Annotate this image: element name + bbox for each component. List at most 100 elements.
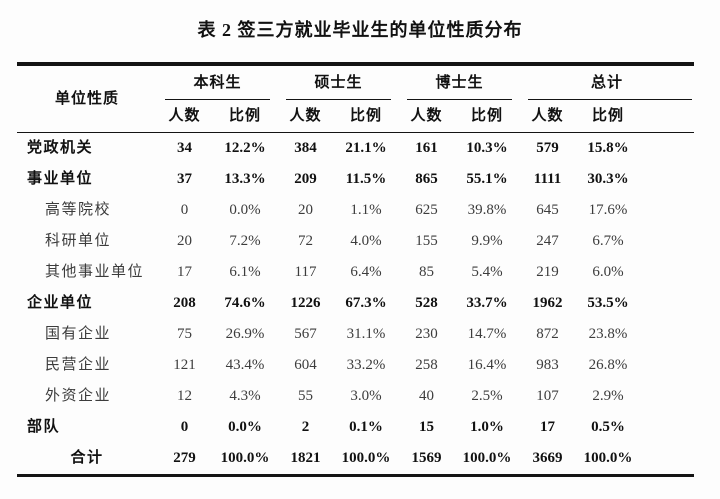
group-header-row: 单位性质 本科生 硕士生 博士生 总计 (17, 64, 694, 133)
cell: 100.0% (341, 450, 391, 467)
col-header: 比例 (575, 100, 642, 133)
row-label: 外资企业 (45, 388, 112, 405)
cell: 567 (294, 326, 317, 343)
cell: 0 (180, 419, 189, 436)
cell: 7.2% (229, 233, 261, 250)
row-label: 高等院校 (45, 202, 112, 219)
table-title: 表 2 签三方就业毕业生的单位性质分布 (197, 20, 523, 40)
cell: 20 (298, 202, 314, 219)
cell: 100.0% (220, 450, 270, 467)
cell: 872 (536, 326, 559, 343)
table-row: 其他事业单位 17 6.1% 117 6.4% 85 5.4% 219 6.0% (17, 257, 694, 288)
cell: 6.0% (592, 264, 624, 281)
col-header: 人数 (520, 100, 576, 133)
cell: 384 (294, 140, 317, 157)
cell: 15 (419, 419, 435, 436)
cell: 100.0% (583, 450, 633, 467)
cell: 6.4% (350, 264, 382, 281)
cell: 74.6% (224, 295, 266, 312)
table-row: 事业单位 37 13.3% 209 11.5% 865 55.1% 1111 3… (17, 164, 694, 195)
cell: 10.3% (466, 140, 508, 157)
cell: 21.1% (345, 140, 387, 157)
spacer-cell (641, 350, 694, 381)
cell: 40 (419, 388, 435, 405)
spacer-cell (641, 226, 694, 257)
cell: 3.0% (350, 388, 382, 405)
spacer-cell (641, 288, 694, 319)
cell: 0.0% (228, 419, 262, 436)
row-label: 国有企业 (45, 326, 112, 343)
cell: 2.5% (471, 388, 503, 405)
row-label: 事业单位 (27, 171, 94, 188)
cell: 219 (536, 264, 559, 281)
cell: 1962 (532, 295, 563, 312)
cell: 100.0% (462, 450, 512, 467)
cell: 30.3% (587, 171, 629, 188)
group-header-total: 总计 (520, 64, 694, 100)
cell: 1111 (533, 171, 562, 188)
cell: 9.9% (471, 233, 503, 250)
cell: 4.0% (350, 233, 382, 250)
cell: 161 (415, 140, 438, 157)
cell: 85 (419, 264, 435, 281)
col-header: 比例 (454, 100, 521, 133)
cell: 1.0% (470, 419, 504, 436)
row-label: 部队 (27, 419, 61, 436)
col-header: 比例 (212, 100, 279, 133)
cell: 53.5% (587, 295, 629, 312)
table-row: 外资企业 12 4.3% 55 3.0% 40 2.5% 107 2.9% (17, 381, 694, 412)
table-row: 高等院校 0 0.0% 20 1.1% 625 39.8% 645 17.6% (17, 195, 694, 226)
cell: 2 (301, 419, 310, 436)
cell: 20 (177, 233, 192, 250)
cell: 1.1% (350, 202, 382, 219)
sub-header-row: 人数 比例 人数 比例 人数 比例 人数 比例 (17, 100, 695, 133)
table-row-total: 合计 279 100.0% 1821 100.0% 1569 100.0% 36… (17, 443, 694, 476)
cell: 279 (173, 450, 196, 467)
cell: 2.9% (592, 388, 624, 405)
cell: 209 (294, 171, 317, 188)
cell: 528 (415, 295, 438, 312)
cell: 5.4% (471, 264, 503, 281)
cell: 37 (177, 171, 192, 188)
spacer-cell (641, 164, 694, 195)
cell: 230 (415, 326, 438, 343)
row-label: 科研单位 (45, 233, 112, 250)
cell: 208 (173, 295, 196, 312)
row-label: 其他事业单位 (45, 264, 145, 281)
cell: 23.8% (588, 326, 628, 343)
col-header: 人数 (278, 100, 334, 133)
table-row: 科研单位 20 7.2% 72 4.0% 155 9.9% 247 6.7% (17, 226, 694, 257)
cell: 107 (536, 388, 559, 405)
cell: 34 (177, 140, 192, 157)
cell: 43.4% (225, 357, 265, 374)
table-row: 民营企业 121 43.4% 604 33.2% 258 16.4% 983 2… (17, 350, 694, 381)
cell: 1821 (290, 450, 321, 467)
table-row: 部队 0 0.0% 2 0.1% 15 1.0% 17 0.5% (17, 412, 694, 443)
group-header-doctor: 博士生 (399, 64, 520, 100)
spacer-cell (641, 412, 694, 443)
cell: 1226 (290, 295, 321, 312)
spacer-cell (641, 195, 694, 226)
cell: 247 (536, 233, 559, 250)
cell: 33.7% (466, 295, 508, 312)
col-header: 人数 (157, 100, 212, 133)
group-header-bachelor: 本科生 (157, 64, 278, 100)
corner-header: 单位性质 (17, 64, 157, 133)
cell: 0.1% (349, 419, 383, 436)
spacer-cell (641, 381, 694, 412)
col-header: 人数 (399, 100, 455, 133)
cell: 72 (298, 233, 314, 250)
cell: 75 (177, 326, 192, 343)
cell: 26.8% (588, 357, 628, 374)
cell: 16.4% (467, 357, 507, 374)
cell: 983 (536, 357, 559, 374)
row-label: 党政机关 (27, 140, 94, 157)
cell: 604 (294, 357, 317, 374)
cell: 15.8% (587, 140, 629, 157)
cell: 3669 (532, 450, 563, 467)
cell: 579 (536, 140, 559, 157)
cell: 0.0% (229, 202, 261, 219)
cell: 1569 (411, 450, 442, 467)
cell: 12 (177, 388, 192, 405)
cell: 13.3% (224, 171, 266, 188)
